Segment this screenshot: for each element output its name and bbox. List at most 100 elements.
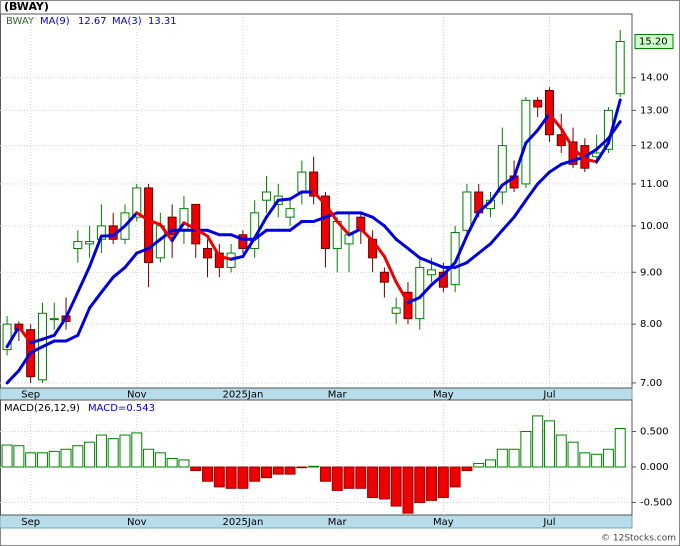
ma-line bbox=[595, 141, 610, 164]
ma-line bbox=[418, 256, 434, 265]
macd-bar bbox=[249, 466, 261, 482]
ma-line bbox=[536, 170, 551, 186]
footer: © 12Stocks.com bbox=[601, 534, 676, 544]
ma-line bbox=[111, 224, 127, 238]
macd-bar bbox=[213, 466, 225, 488]
ma-line bbox=[170, 221, 186, 243]
macd-bar bbox=[107, 438, 119, 468]
ma-line bbox=[500, 175, 516, 187]
macd-panel bbox=[0, 399, 633, 516]
candle-body bbox=[450, 232, 460, 286]
y-tick-label: 9.00 bbox=[640, 267, 662, 278]
macd-bar bbox=[154, 452, 166, 468]
macd-bar bbox=[1, 444, 13, 468]
macd-bar bbox=[543, 420, 555, 468]
legend-ma9-value: 12.67 bbox=[78, 16, 107, 27]
x-tick-label: Nov bbox=[127, 390, 147, 401]
macd-bar bbox=[331, 466, 343, 491]
ma-line bbox=[147, 218, 162, 227]
ma-line bbox=[217, 254, 233, 261]
ma-line bbox=[606, 98, 622, 145]
ma-line bbox=[512, 198, 528, 219]
candle-body bbox=[462, 191, 472, 231]
candle-body bbox=[379, 271, 389, 283]
macd-bar bbox=[13, 445, 25, 468]
macd-bar bbox=[355, 466, 367, 489]
ma-line bbox=[288, 190, 304, 201]
macd-bar bbox=[25, 452, 37, 468]
macd-bar bbox=[60, 448, 72, 468]
ma-line bbox=[158, 223, 174, 243]
macd-bar bbox=[555, 434, 567, 468]
ma-line bbox=[453, 234, 469, 265]
candle-body bbox=[132, 187, 142, 218]
ma-line bbox=[135, 246, 151, 255]
ma-line bbox=[595, 136, 610, 151]
candle-body bbox=[320, 195, 330, 249]
ma-line bbox=[40, 333, 56, 341]
ma-line bbox=[135, 211, 151, 222]
macd-bar bbox=[579, 452, 591, 468]
ma-line bbox=[394, 280, 410, 305]
ma-line bbox=[335, 220, 351, 237]
macd-bar bbox=[131, 432, 143, 468]
candle-body bbox=[297, 171, 307, 193]
macd-bar bbox=[378, 466, 390, 500]
ma-line bbox=[406, 246, 422, 260]
ma-line bbox=[489, 228, 504, 246]
candle-body bbox=[309, 171, 319, 197]
macd-bar bbox=[437, 466, 449, 499]
ma-line bbox=[418, 283, 434, 299]
x-tick-label: Jul bbox=[542, 390, 555, 401]
ma-line bbox=[64, 333, 80, 343]
ma-line bbox=[5, 325, 21, 349]
macd-bar bbox=[485, 459, 497, 468]
ma-line bbox=[382, 224, 398, 241]
x-tick-label: Jul bbox=[542, 517, 555, 528]
ma-line bbox=[489, 183, 504, 203]
legend-ma3-value: 13.31 bbox=[148, 16, 177, 27]
price-label: 15.20 bbox=[639, 37, 668, 48]
y-tick-label: 14.00 bbox=[640, 73, 669, 84]
ma-line bbox=[359, 211, 375, 219]
ma-line bbox=[147, 237, 162, 250]
candle-body bbox=[285, 208, 295, 218]
y-tick-label: 0.500 bbox=[640, 427, 669, 438]
ma-line bbox=[5, 369, 21, 385]
x-tick-label: 2025Jan bbox=[222, 390, 263, 401]
x-tick-label: 2025Jan bbox=[222, 517, 263, 528]
macd-bar bbox=[36, 452, 48, 468]
ma-line bbox=[29, 345, 44, 355]
macd-bar bbox=[143, 448, 155, 468]
ma-line bbox=[524, 182, 540, 202]
ma-line bbox=[559, 159, 575, 166]
ma-line bbox=[583, 157, 599, 164]
legend-ma9: MA(9) bbox=[40, 16, 70, 27]
price-panel bbox=[0, 13, 633, 389]
macd-bar bbox=[48, 450, 60, 468]
macd-bar bbox=[308, 465, 320, 468]
ma-line bbox=[430, 261, 445, 269]
ma-line bbox=[206, 234, 221, 258]
macd-legend-value: MACD=0.543 bbox=[88, 403, 155, 414]
macd-bar bbox=[402, 466, 414, 514]
ma-line bbox=[182, 221, 198, 231]
ma-line bbox=[253, 228, 268, 241]
macd-bar bbox=[508, 448, 520, 468]
ma-line bbox=[52, 316, 68, 337]
ma-line bbox=[76, 264, 92, 294]
ma-line bbox=[288, 220, 304, 232]
candle-body bbox=[2, 323, 12, 351]
candle-body bbox=[556, 134, 566, 147]
ma-line bbox=[477, 199, 493, 214]
ma-line bbox=[29, 337, 44, 345]
ma-line bbox=[547, 112, 563, 131]
candle-body bbox=[73, 241, 83, 249]
macd-bar bbox=[602, 448, 614, 468]
y-tick-label: 0.000 bbox=[640, 462, 669, 473]
legend-ma3: MA(3) bbox=[112, 16, 142, 27]
candle-body bbox=[203, 247, 213, 259]
candle-body bbox=[615, 41, 625, 95]
candle-body bbox=[144, 187, 154, 264]
